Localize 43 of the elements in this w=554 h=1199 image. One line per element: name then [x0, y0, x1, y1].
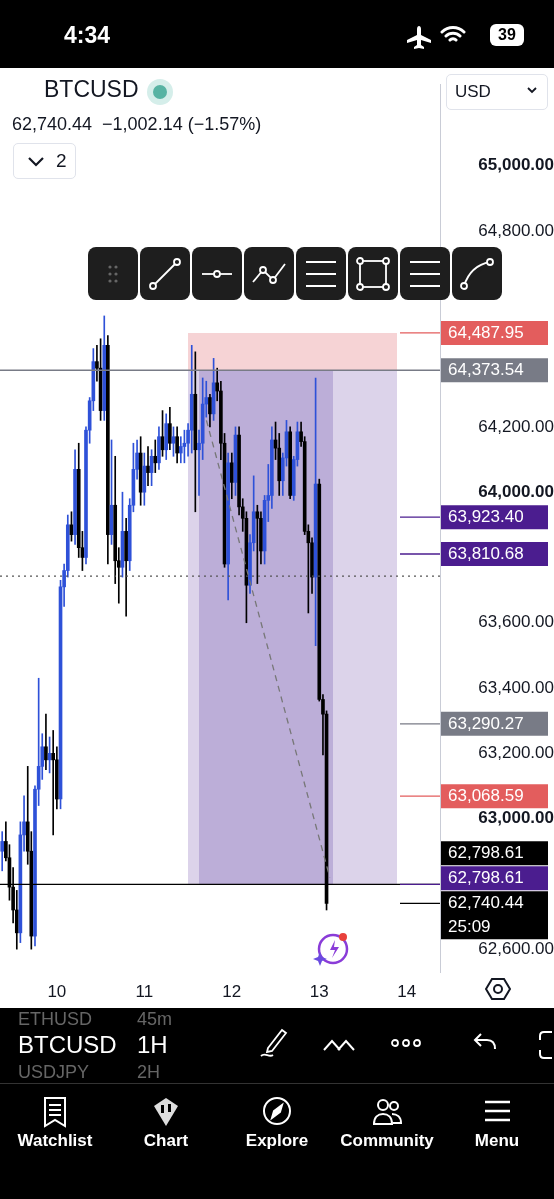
ref-line-label: 62,798.61: [448, 843, 524, 862]
text: 1H: [137, 1031, 168, 1059]
x-tick-label: 14: [397, 981, 417, 1001]
text: Community: [339, 1131, 435, 1151]
text: USD: [455, 82, 491, 102]
ref-line-label: 63,810.68: [448, 543, 524, 563]
text: 45m: [137, 1009, 173, 1030]
y-tick-label: 62,600.00: [478, 938, 554, 958]
text: BTCUSD: [18, 1031, 117, 1059]
ref-line-label: 62,798.61: [448, 868, 524, 887]
text: Chart: [142, 1131, 190, 1151]
text: Watchlist: [16, 1131, 94, 1151]
x-tick-label: 10: [47, 981, 67, 1001]
chart-title: BTCUSD: [44, 76, 139, 103]
y-tick-label: 63,400.00: [478, 677, 554, 697]
ref-line-label: 63,923.40: [448, 506, 524, 526]
text: 62,740.44 −1,002.14 (−1.57%): [12, 114, 262, 135]
candlestick: [146, 446, 150, 486]
ref-line-label: 63,290.27: [448, 713, 524, 733]
y-tick-label: 64,200.00: [478, 416, 554, 436]
text: ETHUSD: [18, 1009, 93, 1030]
y-tick-label: 63,000.00: [478, 808, 554, 828]
ref-line-label: 63,068.59: [448, 785, 524, 805]
y-tick-label: 64,000.00: [478, 481, 554, 501]
candlestick: [44, 713, 48, 770]
ref-line-label: 62,740.44 25:09: [448, 893, 524, 936]
y-tick-label: 63,200.00: [478, 743, 554, 762]
x-tick-label: 13: [309, 981, 329, 1001]
text: USDJPY: [18, 1062, 90, 1083]
ref-line-label: 64,487.95: [448, 322, 524, 342]
ref-line-label: 64,373.54: [448, 359, 524, 379]
text: Explore: [244, 1131, 310, 1151]
x-tick-label: 11: [135, 981, 154, 1001]
y-tick-label: 63,600.00: [478, 612, 554, 632]
x-tick-label: 12: [222, 981, 242, 1001]
candlestick: [153, 439, 158, 473]
text: 4:34: [64, 22, 111, 49]
y-tick-label: 65,000.00: [478, 155, 554, 175]
annotation: 2: [56, 150, 67, 172]
y-tick-label: 64,800.00: [478, 220, 554, 240]
text: 2H: [137, 1062, 161, 1083]
text: Menu: [473, 1131, 521, 1151]
battery-icon: 39: [490, 24, 524, 46]
